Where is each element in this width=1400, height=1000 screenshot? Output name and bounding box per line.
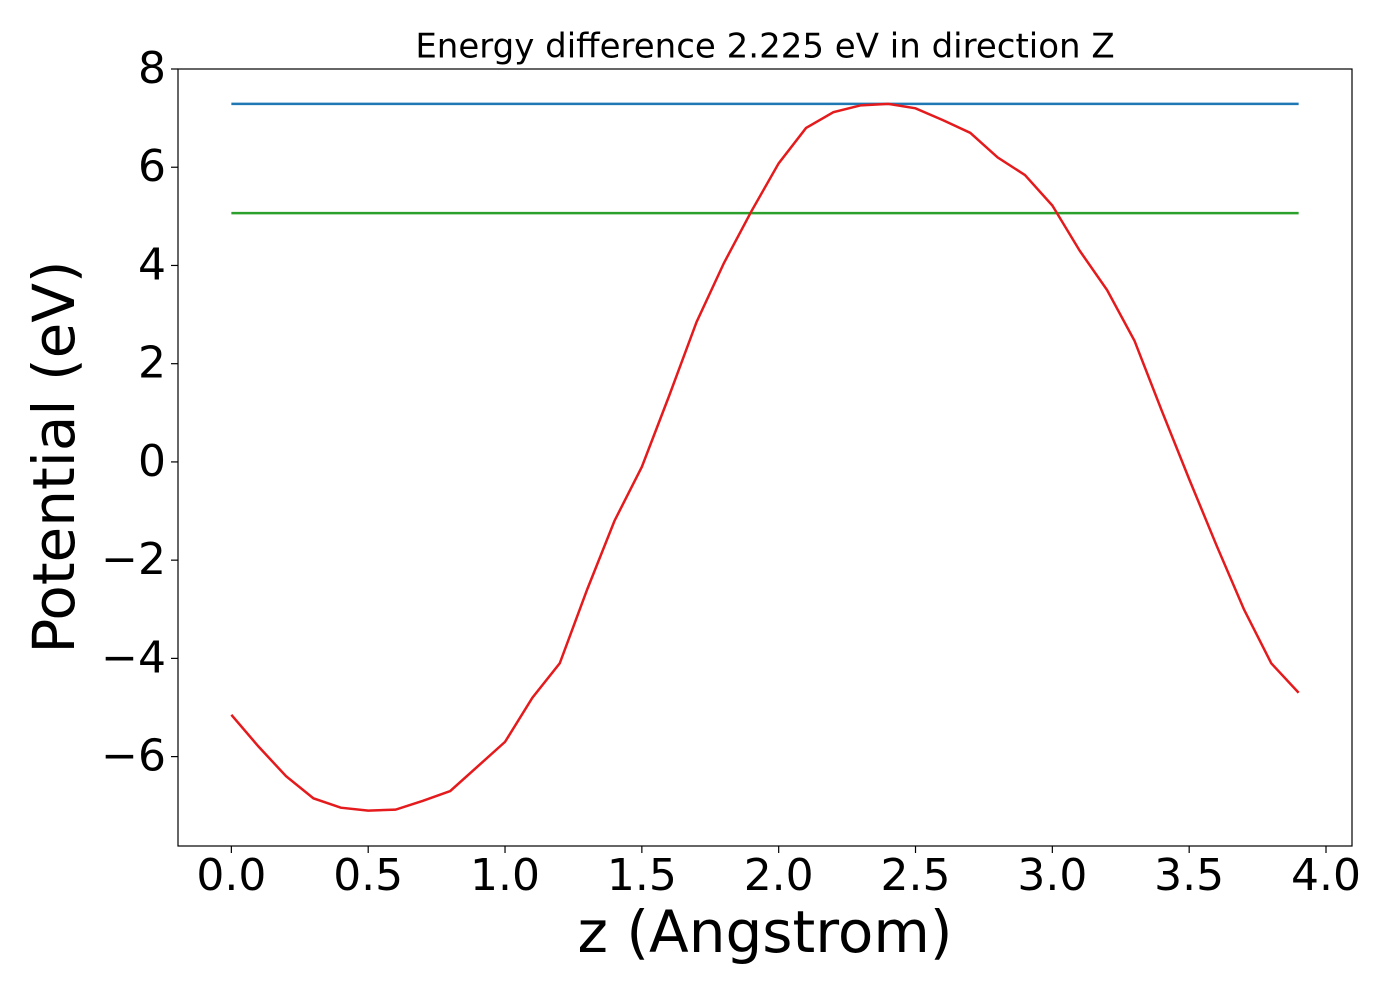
x-tick-label: 0.0: [196, 850, 266, 901]
plot-frame: [177, 68, 1353, 847]
y-tick-label: 6: [138, 141, 166, 192]
x-tick-label: 3.0: [1017, 850, 1087, 901]
x-tick-label: 1.5: [607, 850, 677, 901]
series-line: [230, 102, 1300, 812]
x-axis-label: z (Angstrom): [578, 898, 953, 966]
y-axis-label: Potential (eV): [20, 260, 88, 653]
x-tick-label: 1.0: [470, 850, 540, 901]
x-tick-label: 0.5: [333, 850, 403, 901]
y-tick-label: −6: [101, 731, 166, 782]
x-tick-label: 3.5: [1154, 850, 1224, 901]
x-tick-label: 2.5: [881, 850, 951, 901]
x-tick-label: 4.0: [1291, 850, 1361, 901]
chart-title: Energy difference 2.225 eV in direction …: [415, 27, 1114, 67]
y-tick-label: 0: [138, 436, 166, 487]
y-tick-label: 8: [138, 43, 166, 94]
x-tick-label: 2.0: [744, 850, 814, 901]
y-tick-label: 2: [138, 338, 166, 389]
y-tick-label: 4: [138, 239, 166, 290]
y-tick-label: −2: [101, 534, 166, 585]
y-tick-label: −4: [101, 632, 166, 683]
